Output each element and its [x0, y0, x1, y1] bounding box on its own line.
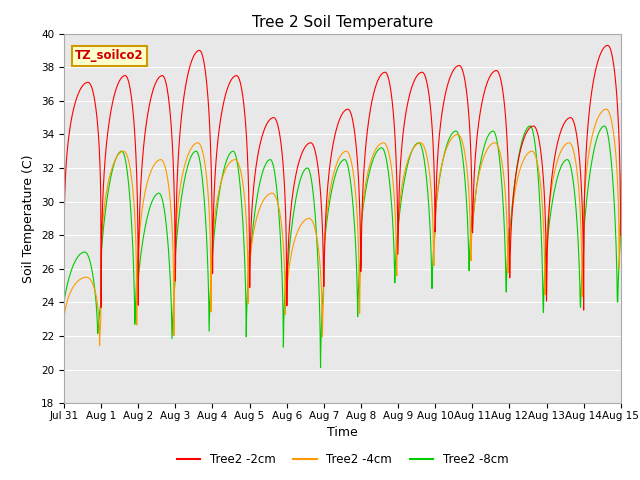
Tree2 -4cm	[184, 152, 192, 157]
Tree2 -2cm	[246, 254, 254, 260]
Line: Tree2 -4cm: Tree2 -4cm	[64, 109, 621, 346]
Tree2 -2cm	[170, 193, 178, 199]
Tree2 -4cm	[96, 343, 104, 348]
Tree2 -4cm	[60, 315, 68, 321]
Title: Tree 2 Soil Temperature: Tree 2 Soil Temperature	[252, 15, 433, 30]
Y-axis label: Soil Temperature (C): Soil Temperature (C)	[22, 154, 35, 283]
Tree2 -8cm	[170, 289, 178, 295]
Legend: Tree2 -2cm, Tree2 -4cm, Tree2 -8cm: Tree2 -2cm, Tree2 -4cm, Tree2 -8cm	[172, 449, 513, 471]
Tree2 -2cm	[604, 43, 611, 48]
Tree2 -2cm	[184, 72, 191, 78]
Tree2 -2cm	[60, 291, 68, 297]
Tree2 -4cm	[551, 167, 559, 173]
Tree2 -8cm	[317, 364, 324, 370]
Tree2 -2cm	[502, 113, 509, 119]
Tree2 -8cm	[60, 299, 68, 304]
Tree2 -4cm	[617, 171, 625, 177]
Tree2 -4cm	[602, 107, 610, 112]
Tree2 -2cm	[551, 155, 559, 160]
Tree2 -8cm	[429, 253, 437, 259]
Tree2 -8cm	[246, 253, 254, 259]
Tree2 -8cm	[502, 279, 509, 285]
Tree2 -4cm	[502, 199, 509, 205]
Tree2 -2cm	[580, 307, 588, 313]
Tree2 -8cm	[617, 184, 625, 190]
Tree2 -4cm	[246, 253, 254, 259]
Line: Tree2 -8cm: Tree2 -8cm	[64, 126, 621, 367]
Tree2 -4cm	[171, 268, 179, 274]
Tree2 -4cm	[429, 230, 437, 236]
Tree2 -2cm	[617, 232, 625, 238]
Text: TZ_soilco2: TZ_soilco2	[75, 49, 144, 62]
Tree2 -8cm	[527, 123, 534, 129]
Tree2 -2cm	[429, 135, 436, 141]
X-axis label: Time: Time	[327, 426, 358, 439]
Line: Tree2 -2cm: Tree2 -2cm	[64, 46, 621, 310]
Tree2 -8cm	[184, 163, 191, 168]
Tree2 -8cm	[552, 183, 559, 189]
